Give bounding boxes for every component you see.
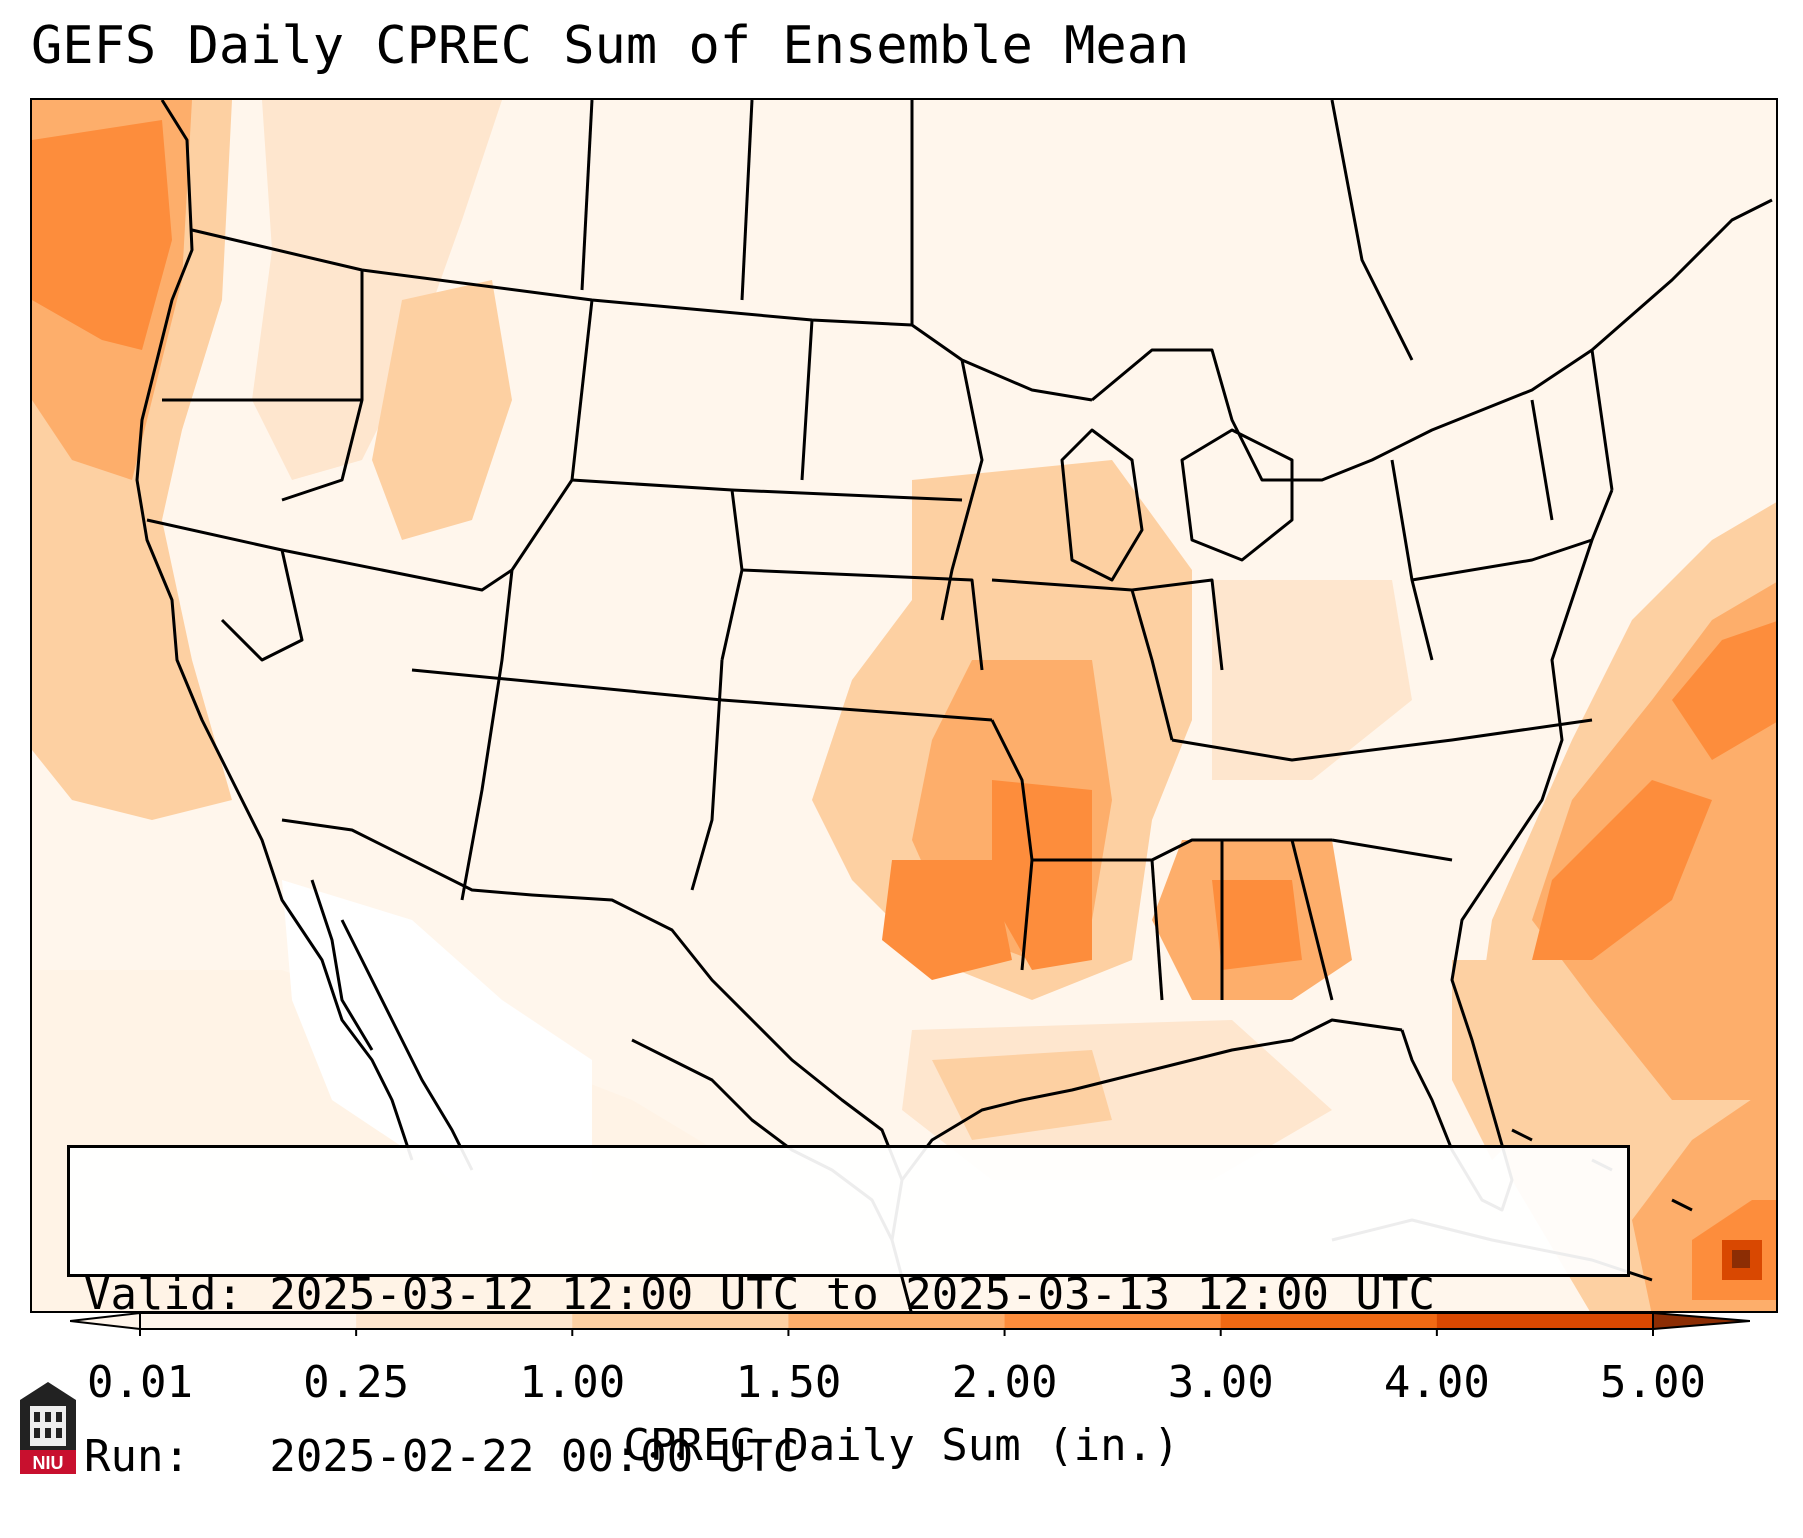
colorbar-label: CPREC Daily Sum (in.) xyxy=(623,1420,1180,1471)
colorbar-tick-label: 2.00 xyxy=(951,1357,1058,1408)
colorbar-segment xyxy=(1436,1313,1654,1329)
map-canvas xyxy=(32,100,1776,1311)
colorbar-segment xyxy=(1004,1313,1222,1329)
coastlines-and-borders xyxy=(135,100,1773,1311)
colorbar-extend-high xyxy=(1652,1311,1750,1331)
colorbar-tick-label: 1.50 xyxy=(735,1357,842,1408)
run-time-line: Run: 2025-02-22 00:00 UTC xyxy=(84,1431,800,1482)
colorbar-tick-label: 3.00 xyxy=(1167,1357,1274,1408)
precipitation-map xyxy=(30,98,1778,1313)
colorbar-segment xyxy=(572,1313,789,1329)
colorbar xyxy=(70,1311,1750,1336)
map-title: GEFS Daily CPREC Sum of Ensemble Mean xyxy=(31,16,1190,76)
colorbar-segment xyxy=(356,1313,573,1329)
colorbar-tick-label: 0.01 xyxy=(87,1357,193,1408)
colorbar-segment xyxy=(140,1313,357,1329)
colorbar-tick-label: 0.25 xyxy=(303,1357,410,1408)
valid-time-line: Valid: 2025-03-12 12:00 UTC to 2025-03-1… xyxy=(84,1269,1436,1320)
colorbar-extend-low xyxy=(70,1311,141,1331)
validity-info-box: Valid: 2025-03-12 12:00 UTC to 2025-03-1… xyxy=(67,1145,1630,1482)
niu-logo: NIU xyxy=(20,1382,76,1474)
colorbar-tick-label: 4.00 xyxy=(1383,1357,1490,1408)
colorbar-outline xyxy=(139,1312,1654,1330)
colorbar-segment xyxy=(1220,1313,1438,1329)
precip-shading xyxy=(32,100,1776,1311)
colorbar-tick-label: 1.00 xyxy=(519,1357,626,1408)
logo-text: NIU xyxy=(33,1453,64,1473)
colorbar-segment xyxy=(788,1313,1006,1329)
colorbar-tick-label: 5.00 xyxy=(1600,1357,1706,1408)
